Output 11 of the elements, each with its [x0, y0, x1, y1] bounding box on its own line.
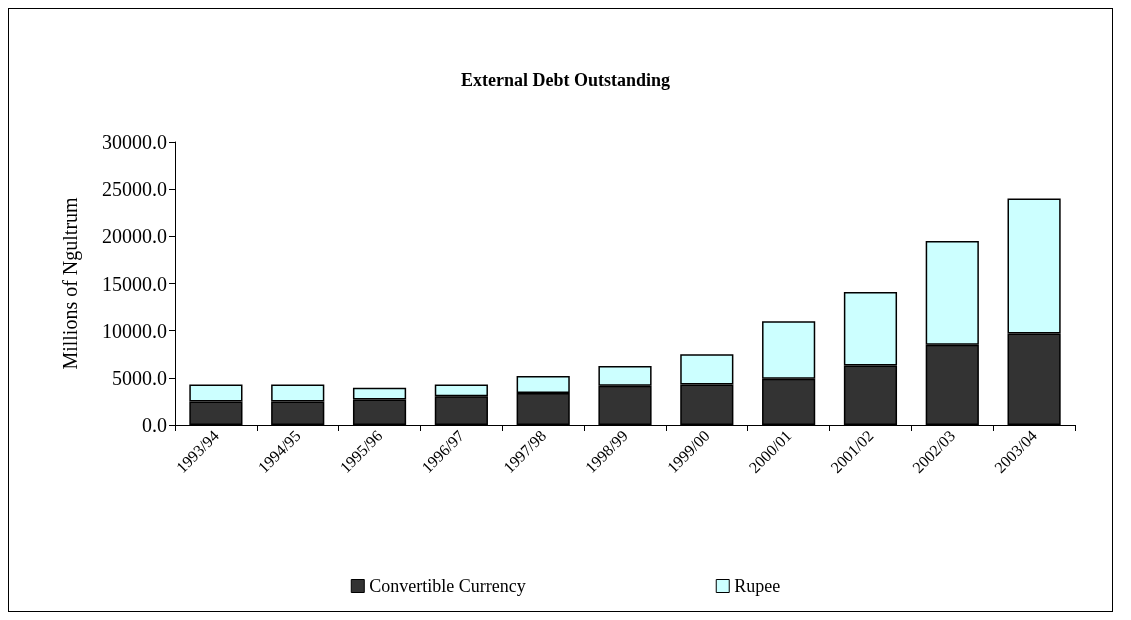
y-tick-label: 0.0: [142, 414, 167, 436]
legend-label: Rupee: [734, 576, 781, 596]
y-tick-label: 5000.0: [112, 366, 167, 389]
chart-title: External Debt Outstanding: [460, 70, 671, 90]
y-tick-label: 25000.0: [102, 178, 167, 201]
legend-label: Convertible Currency: [369, 576, 526, 596]
y-tick-label: 30000.0: [102, 131, 167, 153]
y-tick-label: 10000.0: [102, 319, 167, 342]
y-axis-title: Millions of Ngultrum: [59, 196, 82, 370]
y-tick-label: 15000.0: [102, 272, 167, 295]
y-tick-label: 20000.0: [102, 225, 167, 248]
